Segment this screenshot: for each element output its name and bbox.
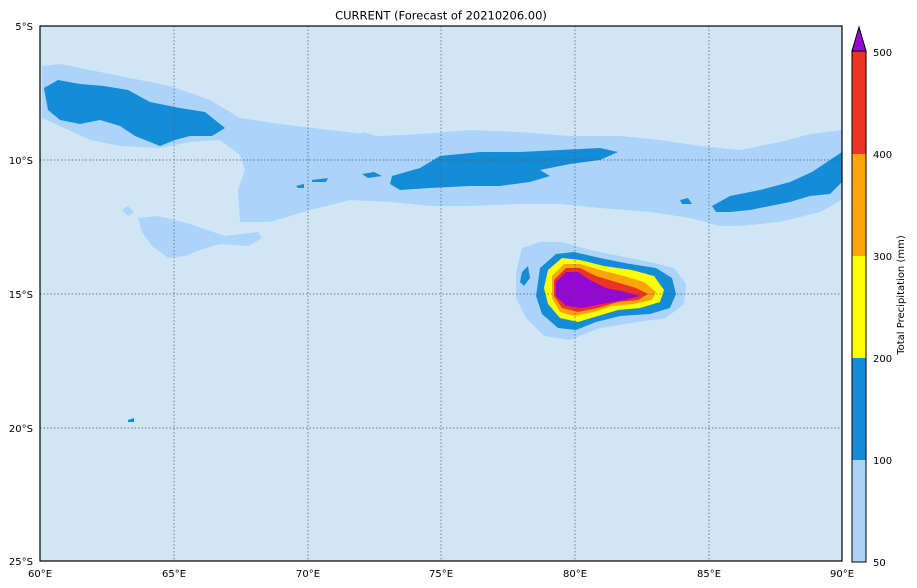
x-tick-label: 85°E (697, 569, 721, 580)
x-tick-label: 65°E (162, 569, 186, 580)
contour-100-small-e (520, 266, 530, 286)
contour-500-cyclone (556, 272, 640, 308)
colorbar-level-label: 50 (873, 558, 886, 569)
contour-100-small-c (296, 184, 304, 188)
x-tick-label: 60°E (28, 569, 52, 580)
contour-50-small-center (354, 132, 376, 142)
colorbar-frame (851, 50, 867, 563)
contour-100-small-d (680, 198, 692, 204)
colorbar-level-label: 300 (873, 252, 892, 263)
map-title: CURRENT (Forecast of 20210206.00) (335, 9, 547, 23)
x-axis: 60°E 65°E 70°E 75°E 80°E 85°E 90°E (28, 569, 854, 580)
colorbar-level-label: 400 (873, 150, 892, 161)
colorbar-level-label: 100 (873, 456, 892, 467)
y-tick-label: 15°S (9, 290, 33, 301)
y-axis: 5°S 10°S 15°S 20°S 25°S (9, 22, 33, 568)
y-tick-label: 5°S (15, 22, 33, 33)
colorbar-level-label: 200 (873, 354, 892, 365)
colorbar-level-label: 500 (873, 48, 892, 59)
colorbar-extend-arrow (851, 25, 867, 52)
y-tick-label: 20°S (9, 424, 33, 435)
colorbar-segment-50-100 (852, 460, 866, 562)
colorbar-segment-300-400 (852, 154, 866, 256)
x-tick-label: 80°E (563, 569, 587, 580)
contour-50-northern-band (42, 64, 842, 226)
contour-100-small-b (362, 172, 382, 178)
x-tick-label: 75°E (429, 569, 453, 580)
contour-50-west-blob (138, 216, 262, 258)
map-frame (39, 25, 843, 562)
contour-100-small-a (312, 178, 328, 182)
x-tick-label: 70°E (296, 569, 320, 580)
contour-50-small-west (122, 206, 134, 216)
y-tick-label: 25°S (9, 557, 33, 568)
colorbar-segment-400-500 (852, 51, 866, 154)
colorbar-segment-200-300 (852, 256, 866, 358)
contour-100-central (390, 148, 618, 190)
contour-100-east (712, 152, 842, 212)
x-tick-label: 90°E (830, 569, 854, 580)
map-gridlines (40, 26, 842, 561)
precipitation-contours (42, 64, 842, 422)
contour-100-west (44, 80, 225, 146)
y-tick-label: 10°S (9, 156, 33, 167)
contour-100-small-f (128, 418, 134, 422)
colorbar-segment-100-200 (852, 358, 866, 460)
colorbar: 50 100 200 300 400 500 Total Precipitati… (851, 25, 907, 569)
colorbar-title: Total Precipitation (mm) (896, 235, 907, 356)
